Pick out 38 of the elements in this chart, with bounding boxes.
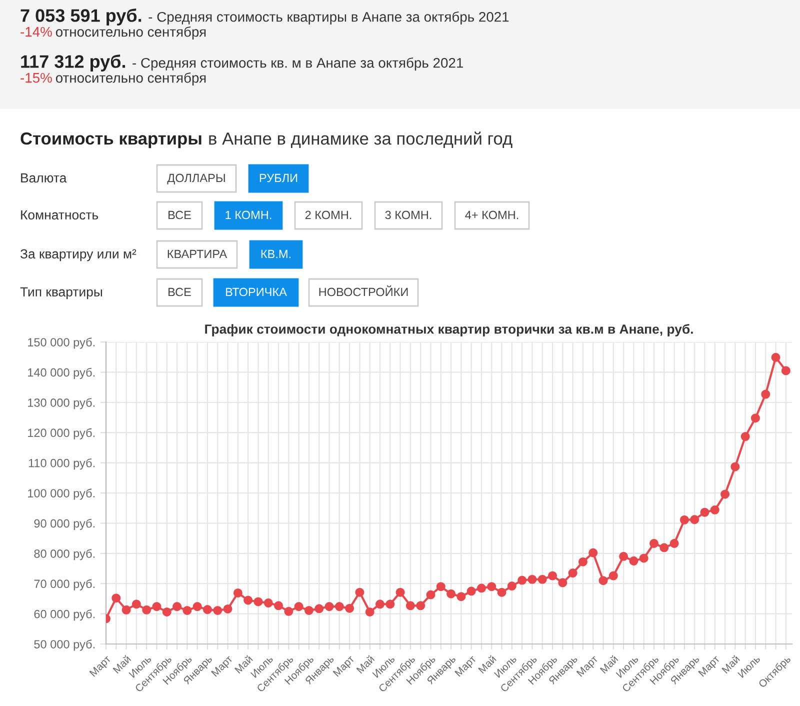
text: Комнатность — [21, 210, 98, 220]
text: -15% — [20, 72, 52, 83]
text: Стоимость квартиры — [20, 132, 202, 148]
text: 1 КОМН. — [226, 210, 272, 220]
text: в Анапе в динамике за последний год — [209, 132, 512, 148]
y-tick-label: 90 000 руб. — [34, 518, 95, 530]
text: НОВОСТРОЙКИ — [319, 285, 408, 296]
text: - Средняя стоимость кв. м в Анапе за октябрь 2021 — [132, 57, 463, 71]
y-tick-label: 130 000 руб. — [28, 398, 95, 410]
y-tick-label: 150 000 руб. — [28, 338, 95, 349]
y-tick-label: 70 000 руб. — [34, 579, 95, 590]
y-tick-label: 120 000 руб. — [28, 428, 95, 440]
y-tick-label: 60 000 руб. — [34, 609, 95, 621]
text: Тип квартиры — [20, 287, 102, 300]
text: За квартиру или м² — [20, 249, 136, 262]
y-tick-label: 80 000 руб. — [34, 549, 95, 560]
text: КВ.М. — [261, 250, 290, 258]
text: 3 КОМН. — [385, 210, 432, 220]
text: - Средняя стоимость квартиры в Анапе за октябрь 2021 — [148, 11, 509, 25]
y-tick-label: 50 000 руб. — [34, 640, 95, 651]
y-tick-label: 140 000 руб. — [28, 368, 95, 379]
y-tick-label: 100 000 руб. — [28, 488, 95, 500]
text: Валюта — [21, 173, 67, 183]
text: 2 КОМН. — [305, 210, 352, 220]
text: ВСЕ — [168, 210, 191, 220]
text: РУБЛИ — [260, 174, 298, 182]
text: относительно сентября — [56, 72, 206, 86]
text: -14% — [20, 26, 52, 37]
chart-title: График стоимости однокомнатных квартир вторички за кв.м в Анапе, руб. — [205, 324, 693, 336]
y-tick-label: 110 000 руб. — [28, 458, 95, 470]
text: 4+ КОМН. — [465, 210, 518, 220]
text: ДОЛЛАРЫ — [167, 174, 225, 184]
text: относительно сентября — [56, 26, 206, 40]
text: ВСЕ — [168, 288, 191, 296]
text: 7 053 591 руб. — [20, 8, 142, 26]
text: ВТОРИЧКА — [226, 288, 287, 296]
text: 117 312 руб. — [21, 54, 126, 72]
text: КВАРТИРА — [168, 250, 228, 258]
